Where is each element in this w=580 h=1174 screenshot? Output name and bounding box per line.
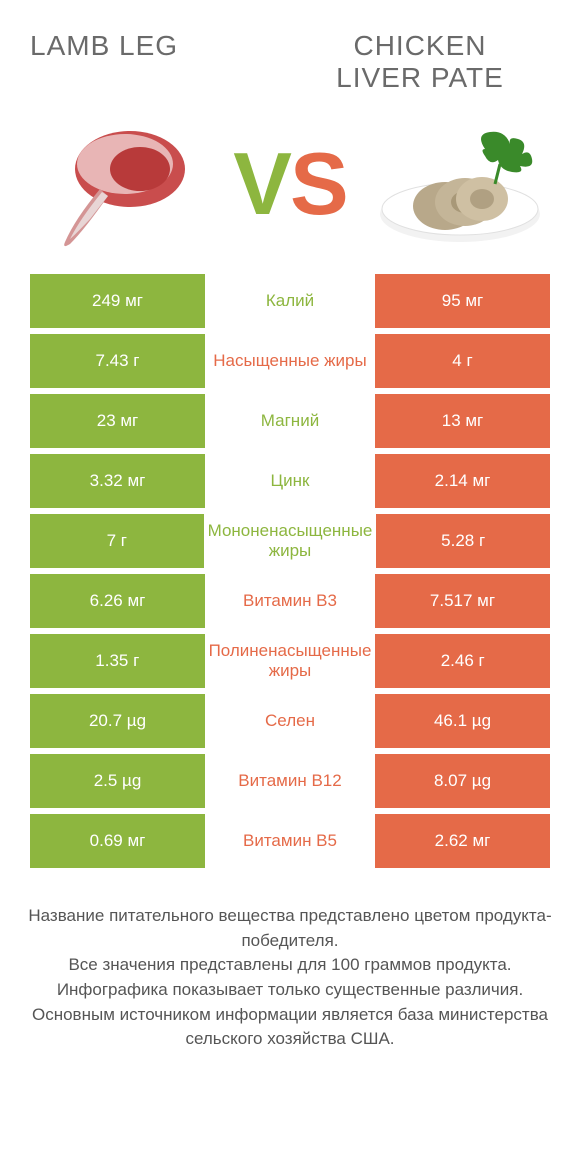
right-value: 2.46 г bbox=[375, 634, 550, 688]
left-value: 7.43 г bbox=[30, 334, 205, 388]
right-value: 7.517 мг bbox=[375, 574, 550, 628]
header: LAMB LEG CHICKEN LIVER PATE bbox=[0, 0, 580, 104]
right-value: 95 мг bbox=[375, 274, 550, 328]
right-value: 5.28 г bbox=[376, 514, 550, 568]
right-food-title: CHICKEN LIVER PATE bbox=[290, 30, 550, 94]
right-value: 4 г bbox=[375, 334, 550, 388]
vs-label: VS bbox=[233, 133, 346, 235]
right-value: 2.62 мг bbox=[375, 814, 550, 868]
nutrient-name: Мононенасыщенные жиры bbox=[204, 514, 377, 568]
right-value: 2.14 мг bbox=[375, 454, 550, 508]
nutrient-name: Селен bbox=[205, 694, 375, 748]
footer-line: Все значения представлены для 100 граммо… bbox=[20, 953, 560, 978]
left-value: 249 мг bbox=[30, 274, 205, 328]
footer-line: Основным источником информации является … bbox=[20, 1003, 560, 1052]
left-value: 1.35 г bbox=[30, 634, 205, 688]
nutrient-name: Магний bbox=[205, 394, 375, 448]
left-value: 0.69 мг bbox=[30, 814, 205, 868]
table-row: 23 мгМагний13 мг bbox=[30, 394, 550, 448]
nutrient-name: Витамин B5 bbox=[205, 814, 375, 868]
right-value: 13 мг bbox=[375, 394, 550, 448]
table-row: 2.5 µgВитамин B128.07 µg bbox=[30, 754, 550, 808]
nutrient-name: Насыщенные жиры bbox=[205, 334, 375, 388]
left-value: 23 мг bbox=[30, 394, 205, 448]
left-value: 20.7 µg bbox=[30, 694, 205, 748]
table-row: 0.69 мгВитамин B52.62 мг bbox=[30, 814, 550, 868]
table-row: 3.32 мгЦинк2.14 мг bbox=[30, 454, 550, 508]
lamb-leg-image bbox=[30, 114, 210, 254]
footer-line: Название питательного вещества представл… bbox=[20, 904, 560, 953]
images-row: VS bbox=[0, 104, 580, 274]
comparison-table: 249 мгКалий95 мг 7.43 гНасыщенные жиры4 г… bbox=[0, 274, 580, 868]
nutrient-name: Витамин B3 bbox=[205, 574, 375, 628]
table-row: 7.43 гНасыщенные жиры4 г bbox=[30, 334, 550, 388]
nutrient-name: Цинк bbox=[205, 454, 375, 508]
nutrient-name: Витамин B12 bbox=[205, 754, 375, 808]
vs-v: V bbox=[233, 134, 290, 233]
table-row: 249 мгКалий95 мг bbox=[30, 274, 550, 328]
vs-s: S bbox=[290, 134, 347, 233]
table-row: 6.26 мгВитамин B37.517 мг bbox=[30, 574, 550, 628]
infographic-container: LAMB LEG CHICKEN LIVER PATE VS bbox=[0, 0, 580, 1174]
footer-line: Инфографика показывает только существенн… bbox=[20, 978, 560, 1003]
left-value: 7 г bbox=[30, 514, 204, 568]
left-value: 6.26 мг bbox=[30, 574, 205, 628]
right-value: 46.1 µg bbox=[375, 694, 550, 748]
left-value: 2.5 µg bbox=[30, 754, 205, 808]
chicken-liver-pate-image bbox=[370, 114, 550, 254]
table-row: 7 гМононенасыщенные жиры5.28 г bbox=[30, 514, 550, 568]
table-row: 20.7 µgСелен46.1 µg bbox=[30, 694, 550, 748]
footer-notes: Название питательного вещества представл… bbox=[0, 874, 580, 1052]
right-value: 8.07 µg bbox=[375, 754, 550, 808]
left-food-title: LAMB LEG bbox=[30, 30, 290, 62]
nutrient-name: Калий bbox=[205, 274, 375, 328]
nutrient-name: Полиненасыщенные жиры bbox=[205, 634, 376, 688]
table-row: 1.35 гПолиненасыщенные жиры2.46 г bbox=[30, 634, 550, 688]
left-value: 3.32 мг bbox=[30, 454, 205, 508]
